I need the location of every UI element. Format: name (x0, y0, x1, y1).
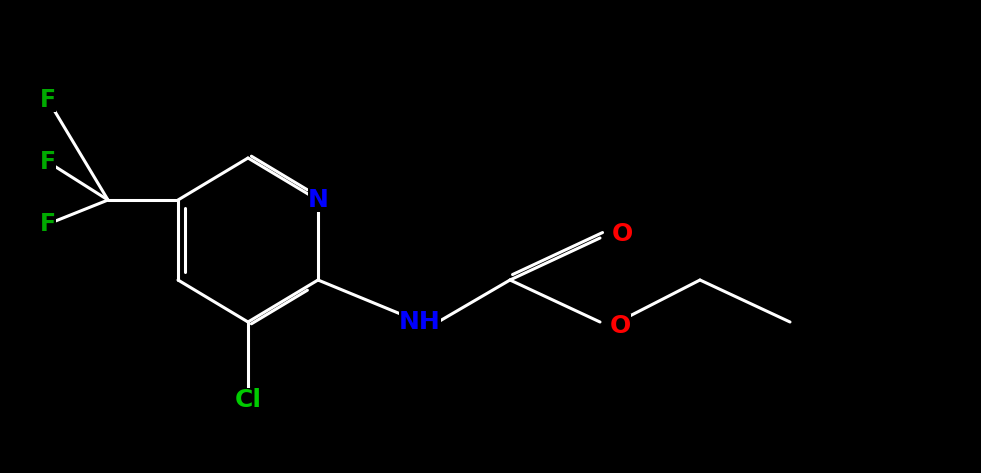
Text: O: O (612, 222, 634, 246)
Text: Cl: Cl (234, 388, 262, 412)
Text: F: F (40, 212, 56, 236)
Text: F: F (40, 88, 56, 112)
Text: F: F (40, 150, 56, 174)
Text: O: O (610, 314, 631, 338)
Text: NH: NH (399, 310, 440, 334)
Text: N: N (308, 188, 329, 212)
